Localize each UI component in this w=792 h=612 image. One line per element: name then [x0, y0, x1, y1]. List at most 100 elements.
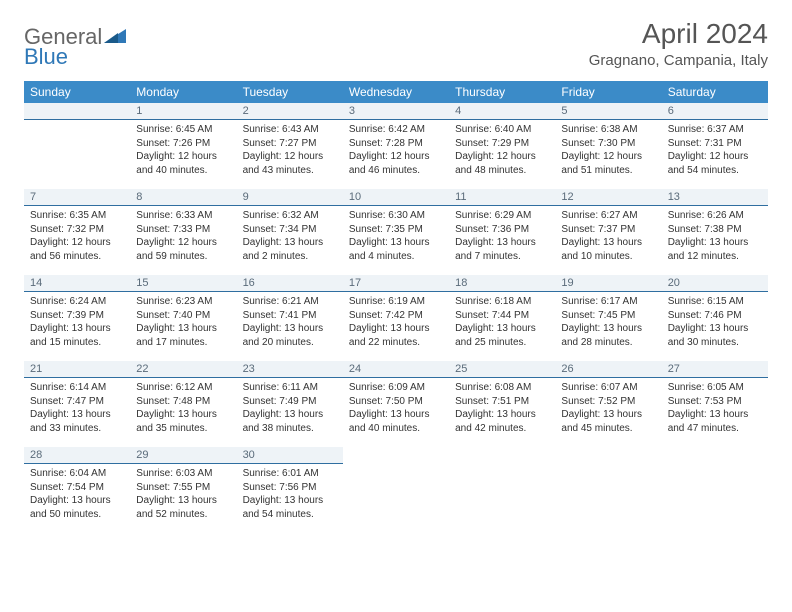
- sunset-line: Sunset: 7:52 PM: [561, 395, 655, 409]
- day-info: Sunrise: 6:35 AMSunset: 7:32 PMDaylight:…: [24, 206, 130, 265]
- daylight-line: Daylight: 12 hours and 40 minutes.: [136, 150, 230, 177]
- day-number: 6: [662, 103, 768, 120]
- sunset-line: Sunset: 7:40 PM: [136, 309, 230, 323]
- calendar-cell: 2Sunrise: 6:43 AMSunset: 7:27 PMDaylight…: [237, 103, 343, 189]
- sunrise-line: Sunrise: 6:26 AM: [668, 209, 762, 223]
- day-info: Sunrise: 6:45 AMSunset: 7:26 PMDaylight:…: [130, 120, 236, 179]
- calendar-head: SundayMondayTuesdayWednesdayThursdayFrid…: [24, 81, 768, 103]
- calendar-cell: 5Sunrise: 6:38 AMSunset: 7:30 PMDaylight…: [555, 103, 661, 189]
- calendar-cell: 30Sunrise: 6:01 AMSunset: 7:56 PMDayligh…: [237, 447, 343, 533]
- day-number: 5: [555, 103, 661, 120]
- calendar-table: SundayMondayTuesdayWednesdayThursdayFrid…: [24, 81, 768, 533]
- day-number: 1: [130, 103, 236, 120]
- calendar-cell: 29Sunrise: 6:03 AMSunset: 7:55 PMDayligh…: [130, 447, 236, 533]
- calendar-cell: 22Sunrise: 6:12 AMSunset: 7:48 PMDayligh…: [130, 361, 236, 447]
- day-info: Sunrise: 6:42 AMSunset: 7:28 PMDaylight:…: [343, 120, 449, 179]
- day-number: 21: [24, 361, 130, 378]
- logo-text-blue: Blue: [24, 44, 68, 69]
- calendar-body: .1Sunrise: 6:45 AMSunset: 7:26 PMDayligh…: [24, 103, 768, 533]
- calendar-cell: 21 Sunrise: 6:14 AMSunset: 7:47 PMDayligh…: [24, 361, 130, 447]
- day-info: Sunrise: 6:05 AMSunset: 7:53 PMDaylight:…: [662, 378, 768, 437]
- day-number: 16: [237, 275, 343, 292]
- sunrise-line: Sunrise: 6:18 AM: [455, 295, 549, 309]
- day-info: Sunrise: 6:29 AMSunset: 7:36 PMDaylight:…: [449, 206, 555, 265]
- sunset-line: Sunset: 7:41 PM: [243, 309, 337, 323]
- calendar-cell: 10Sunrise: 6:30 AMSunset: 7:35 PMDayligh…: [343, 189, 449, 275]
- calendar-cell: 12Sunrise: 6:27 AMSunset: 7:37 PMDayligh…: [555, 189, 661, 275]
- day-number: 18: [449, 275, 555, 292]
- daylight-line: Daylight: 12 hours and 51 minutes.: [561, 150, 655, 177]
- title-block: April 2024 Gragnano, Campania, Italy: [589, 18, 768, 69]
- calendar-cell: 25Sunrise: 6:08 AMSunset: 7:51 PMDayligh…: [449, 361, 555, 447]
- day-info: Sunrise: 6:23 AMSunset: 7:40 PMDaylight:…: [130, 292, 236, 351]
- sunset-line: Sunset: 7:51 PM: [455, 395, 549, 409]
- calendar-cell: [662, 447, 768, 533]
- sunrise-line: Sunrise: 6:07 AM: [561, 381, 655, 395]
- sunrise-line: Sunrise: 6:37 AM: [668, 123, 762, 137]
- day-info: Sunrise: 6:40 AMSunset: 7:29 PMDaylight:…: [449, 120, 555, 179]
- day-number: 20: [662, 275, 768, 292]
- weekday-header: Wednesday: [343, 81, 449, 103]
- calendar-cell: 16Sunrise: 6:21 AMSunset: 7:41 PMDayligh…: [237, 275, 343, 361]
- sunrise-line: Sunrise: 6:24 AM: [30, 295, 124, 309]
- calendar-cell: 26Sunrise: 6:07 AMSunset: 7:52 PMDayligh…: [555, 361, 661, 447]
- sunrise-line: Sunrise: 6:14 AM: [30, 381, 124, 395]
- weekday-header: Monday: [130, 81, 236, 103]
- day-number: 11: [449, 189, 555, 206]
- day-info: Sunrise: 6:18 AMSunset: 7:44 PMDaylight:…: [449, 292, 555, 351]
- calendar-week: 14Sunrise: 6:24 AMSunset: 7:39 PMDayligh…: [24, 275, 768, 361]
- day-info: Sunrise: 6:01 AMSunset: 7:56 PMDaylight:…: [237, 464, 343, 523]
- sunset-line: Sunset: 7:38 PM: [668, 223, 762, 237]
- daylight-line: Daylight: 13 hours and 52 minutes.: [136, 494, 230, 521]
- weekday-header: Saturday: [662, 81, 768, 103]
- calendar-cell: 23Sunrise: 6:11 AMSunset: 7:49 PMDayligh…: [237, 361, 343, 447]
- day-number: 25: [449, 361, 555, 378]
- calendar-cell: 19Sunrise: 6:17 AMSunset: 7:45 PMDayligh…: [555, 275, 661, 361]
- sunrise-line: Sunrise: 6:30 AM: [349, 209, 443, 223]
- day-number: 26: [555, 361, 661, 378]
- sunset-line: Sunset: 7:56 PM: [243, 481, 337, 495]
- daylight-line: Daylight: 13 hours and 45 minutes.: [561, 408, 655, 435]
- daylight-line: Daylight: 13 hours and 17 minutes.: [136, 322, 230, 349]
- daylight-line: Daylight: 13 hours and 40 minutes.: [349, 408, 443, 435]
- calendar-cell: 9Sunrise: 6:32 AMSunset: 7:34 PMDaylight…: [237, 189, 343, 275]
- location: Gragnano, Campania, Italy: [589, 52, 768, 69]
- sunrise-line: Sunrise: 6:29 AM: [455, 209, 549, 223]
- sunrise-line: Sunrise: 6:03 AM: [136, 467, 230, 481]
- daylight-line: Daylight: 13 hours and 47 minutes.: [668, 408, 762, 435]
- sunset-line: Sunset: 7:46 PM: [668, 309, 762, 323]
- day-info: Sunrise: 6:07 AMSunset: 7:52 PMDaylight:…: [555, 378, 661, 437]
- daylight-line: Daylight: 13 hours and 54 minutes.: [243, 494, 337, 521]
- calendar-week: 7Sunrise: 6:35 AMSunset: 7:32 PMDaylight…: [24, 189, 768, 275]
- daylight-line: Daylight: 13 hours and 30 minutes.: [668, 322, 762, 349]
- weekday-header: Thursday: [449, 81, 555, 103]
- daylight-line: Daylight: 12 hours and 48 minutes.: [455, 150, 549, 177]
- sunset-line: Sunset: 7:45 PM: [561, 309, 655, 323]
- sunrise-line: Sunrise: 6:09 AM: [349, 381, 443, 395]
- calendar-cell: 1Sunrise: 6:45 AMSunset: 7:26 PMDaylight…: [130, 103, 236, 189]
- day-number: 29: [130, 447, 236, 464]
- sunset-line: Sunset: 7:47 PM: [30, 395, 124, 409]
- daylight-line: Daylight: 13 hours and 15 minutes.: [30, 322, 124, 349]
- sunset-line: Sunset: 7:54 PM: [30, 481, 124, 495]
- day-number: 17: [343, 275, 449, 292]
- day-info: Sunrise: 6:21 AMSunset: 7:41 PMDaylight:…: [237, 292, 343, 351]
- sunset-line: Sunset: 7:26 PM: [136, 137, 230, 151]
- sunrise-line: Sunrise: 6:38 AM: [561, 123, 655, 137]
- daylight-line: Daylight: 13 hours and 35 minutes.: [136, 408, 230, 435]
- daylight-line: Daylight: 12 hours and 43 minutes.: [243, 150, 337, 177]
- sunrise-line: Sunrise: 6:01 AM: [243, 467, 337, 481]
- sunset-line: Sunset: 7:44 PM: [455, 309, 549, 323]
- day-info: Sunrise: 6:32 AMSunset: 7:34 PMDaylight:…: [237, 206, 343, 265]
- sunrise-line: Sunrise: 6:40 AM: [455, 123, 549, 137]
- sunrise-line: Sunrise: 6:35 AM: [30, 209, 124, 223]
- day-number: 30: [237, 447, 343, 464]
- sunrise-line: Sunrise: 6:15 AM: [668, 295, 762, 309]
- sunrise-line: Sunrise: 6:04 AM: [30, 467, 124, 481]
- sunrise-line: Sunrise: 6:27 AM: [561, 209, 655, 223]
- daylight-line: Daylight: 13 hours and 33 minutes.: [30, 408, 124, 435]
- sunset-line: Sunset: 7:29 PM: [455, 137, 549, 151]
- sunset-line: Sunset: 7:48 PM: [136, 395, 230, 409]
- calendar-cell: 8Sunrise: 6:33 AMSunset: 7:33 PMDaylight…: [130, 189, 236, 275]
- day-info: Sunrise: 6:27 AMSunset: 7:37 PMDaylight:…: [555, 206, 661, 265]
